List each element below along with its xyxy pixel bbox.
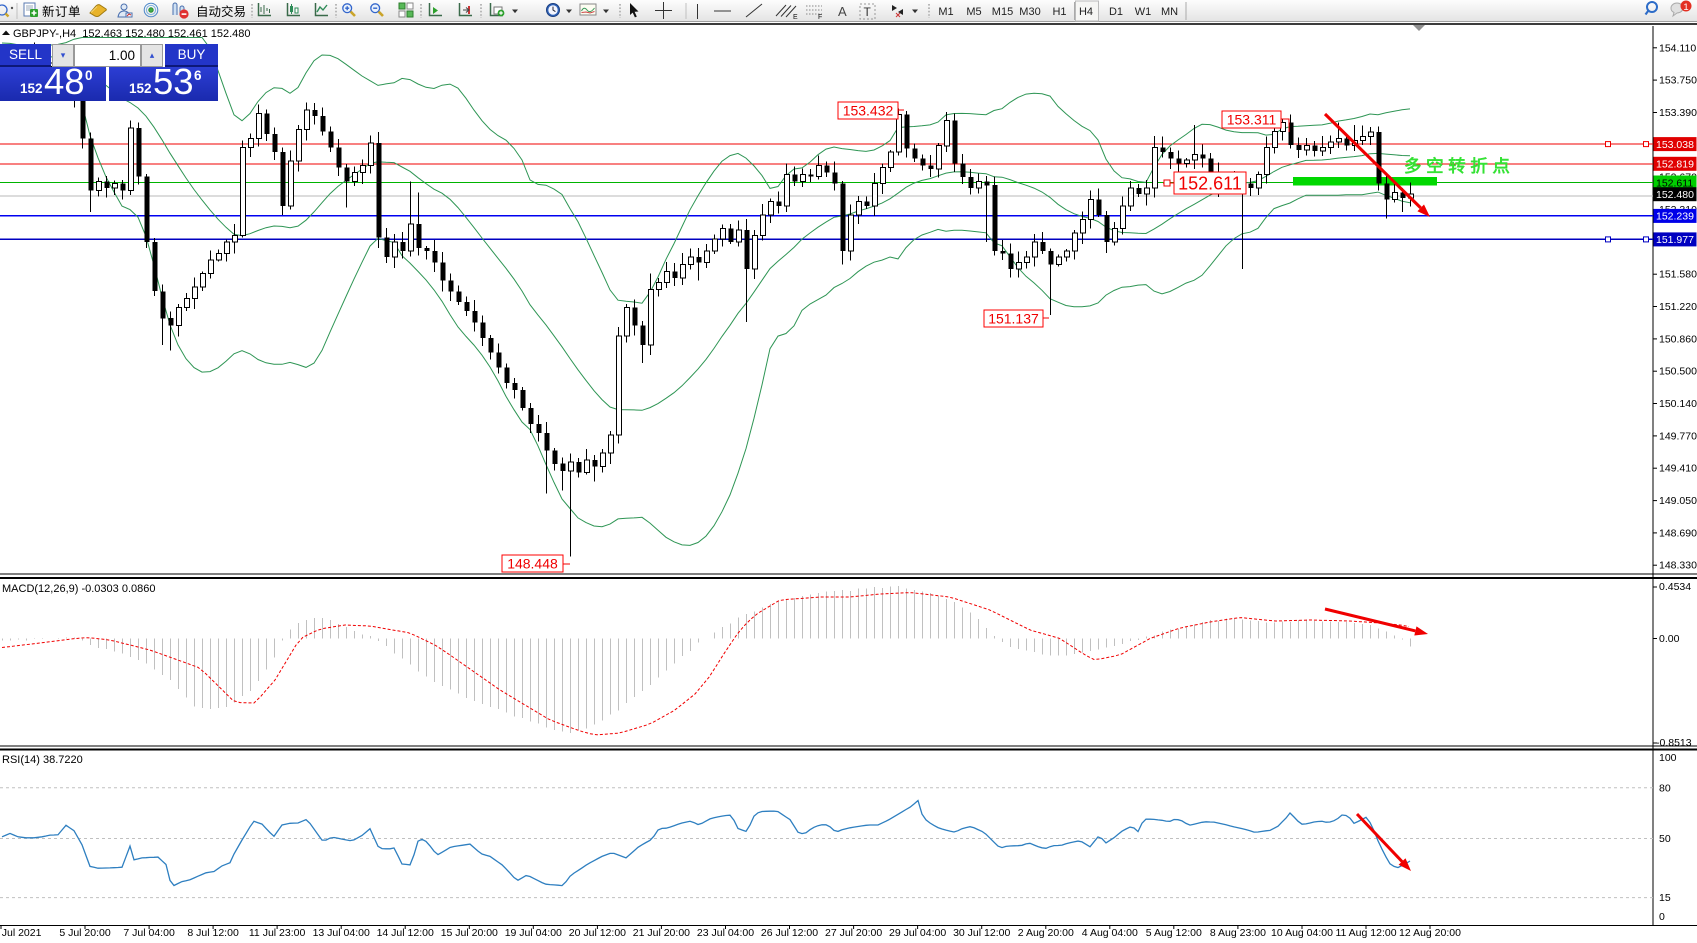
svg-text:29 Jul 04:00: 29 Jul 04:00 — [889, 927, 946, 938]
svg-text:GBPJPY-,H4 152.463 152.480 15: GBPJPY-,H4 152.463 152.480 152.461 152.4… — [13, 28, 251, 40]
svg-text:RSI(14) 38.7220: RSI(14) 38.7220 — [2, 754, 83, 766]
svg-text:50: 50 — [1659, 833, 1671, 845]
svg-text:7 Jul 04:00: 7 Jul 04:00 — [123, 927, 175, 938]
svg-text:26 Jul 12:00: 26 Jul 12:00 — [761, 927, 818, 938]
svg-text:148.330: 148.330 — [1659, 560, 1697, 572]
svg-text:151.580: 151.580 — [1659, 269, 1697, 281]
svg-text:M5: M5 — [966, 6, 981, 18]
svg-text:1 Jul 2021: 1 Jul 2021 — [0, 927, 42, 938]
svg-text:0.00: 0.00 — [1659, 633, 1680, 645]
svg-text:100: 100 — [1659, 752, 1677, 764]
svg-text:151.220: 151.220 — [1659, 301, 1697, 313]
svg-text:10 Aug 04:00: 10 Aug 04:00 — [1271, 927, 1333, 938]
svg-text:12 Aug 20:00: 12 Aug 20:00 — [1399, 927, 1461, 938]
svg-text:152.819: 152.819 — [1656, 159, 1694, 171]
svg-text:8 Aug 23:00: 8 Aug 23:00 — [1210, 927, 1266, 938]
svg-text:11 Aug 12:00: 11 Aug 12:00 — [1335, 927, 1396, 938]
svg-text:1: 1 — [1683, 2, 1688, 13]
svg-text:149.050: 149.050 — [1659, 495, 1697, 507]
svg-text:19 Jul 04:00: 19 Jul 04:00 — [505, 927, 562, 938]
svg-text:0: 0 — [1659, 911, 1665, 923]
svg-text:M15: M15 — [992, 6, 1013, 18]
svg-text:MACD(12,26,9) -0.0303 0.0860: MACD(12,26,9) -0.0303 0.0860 — [2, 583, 155, 595]
svg-text:15 Jul 20:00: 15 Jul 20:00 — [441, 927, 498, 938]
svg-text:8 Jul 12:00: 8 Jul 12:00 — [187, 927, 239, 938]
svg-text:13 Jul 04:00: 13 Jul 04:00 — [313, 927, 370, 938]
svg-text:153.390: 153.390 — [1659, 107, 1697, 119]
svg-text:H1: H1 — [1052, 6, 1066, 18]
svg-text:150.140: 150.140 — [1659, 398, 1697, 410]
svg-text:4 Aug 04:00: 4 Aug 04:00 — [1082, 927, 1138, 938]
svg-text:H4: H4 — [1079, 6, 1093, 18]
svg-text:153.038: 153.038 — [1656, 139, 1694, 151]
svg-text:152.480: 152.480 — [1656, 189, 1694, 201]
svg-text:153.750: 153.750 — [1659, 75, 1697, 87]
svg-text:14 Jul 12:00: 14 Jul 12:00 — [377, 927, 434, 938]
svg-text:154.110: 154.110 — [1659, 42, 1696, 54]
svg-text:151.137: 151.137 — [988, 311, 1039, 327]
svg-text:11 Jul 23:00: 11 Jul 23:00 — [249, 927, 306, 938]
svg-text:30 Jul 12:00: 30 Jul 12:00 — [953, 927, 1010, 938]
svg-text:W1: W1 — [1135, 6, 1152, 18]
svg-text:148.690: 148.690 — [1659, 527, 1697, 539]
svg-text:0.4534: 0.4534 — [1659, 581, 1691, 593]
svg-text:150.500: 150.500 — [1659, 366, 1697, 378]
svg-text:80: 80 — [1659, 782, 1671, 794]
svg-text:149.770: 149.770 — [1659, 430, 1697, 442]
svg-text:20 Jul 12:00: 20 Jul 12:00 — [569, 927, 626, 938]
svg-text:E: E — [793, 14, 798, 21]
svg-text:M30: M30 — [1019, 6, 1040, 18]
svg-text:149.410: 149.410 — [1659, 463, 1697, 475]
svg-text:27 Jul 20:00: 27 Jul 20:00 — [825, 927, 882, 938]
svg-text:153.311: 153.311 — [1227, 112, 1277, 128]
svg-text:152.239: 152.239 — [1656, 211, 1694, 223]
svg-text:M1: M1 — [938, 6, 953, 18]
svg-text:A: A — [838, 4, 847, 19]
svg-text:23 Jul 04:00: 23 Jul 04:00 — [697, 927, 754, 938]
svg-text:5 Aug 12:00: 5 Aug 12:00 — [1146, 927, 1202, 938]
svg-text:15: 15 — [1659, 892, 1671, 904]
svg-text:152.611: 152.611 — [1178, 173, 1242, 193]
svg-text:148.448: 148.448 — [507, 556, 558, 572]
svg-text:152.611: 152.611 — [1656, 177, 1693, 189]
svg-text:5 Jul 20:00: 5 Jul 20:00 — [59, 927, 111, 938]
svg-text:153.432: 153.432 — [843, 103, 894, 119]
svg-text:150.860: 150.860 — [1659, 333, 1697, 345]
svg-text:T: T — [864, 5, 872, 19]
svg-text:-0.8513: -0.8513 — [1656, 737, 1692, 749]
svg-text:F: F — [818, 14, 822, 21]
svg-text:MN: MN — [1161, 6, 1178, 18]
svg-text:151.977: 151.977 — [1656, 234, 1694, 246]
svg-text:2 Aug 20:00: 2 Aug 20:00 — [1018, 927, 1074, 938]
svg-text:21 Jul 20:00: 21 Jul 20:00 — [633, 927, 690, 938]
svg-text:D1: D1 — [1109, 6, 1123, 18]
